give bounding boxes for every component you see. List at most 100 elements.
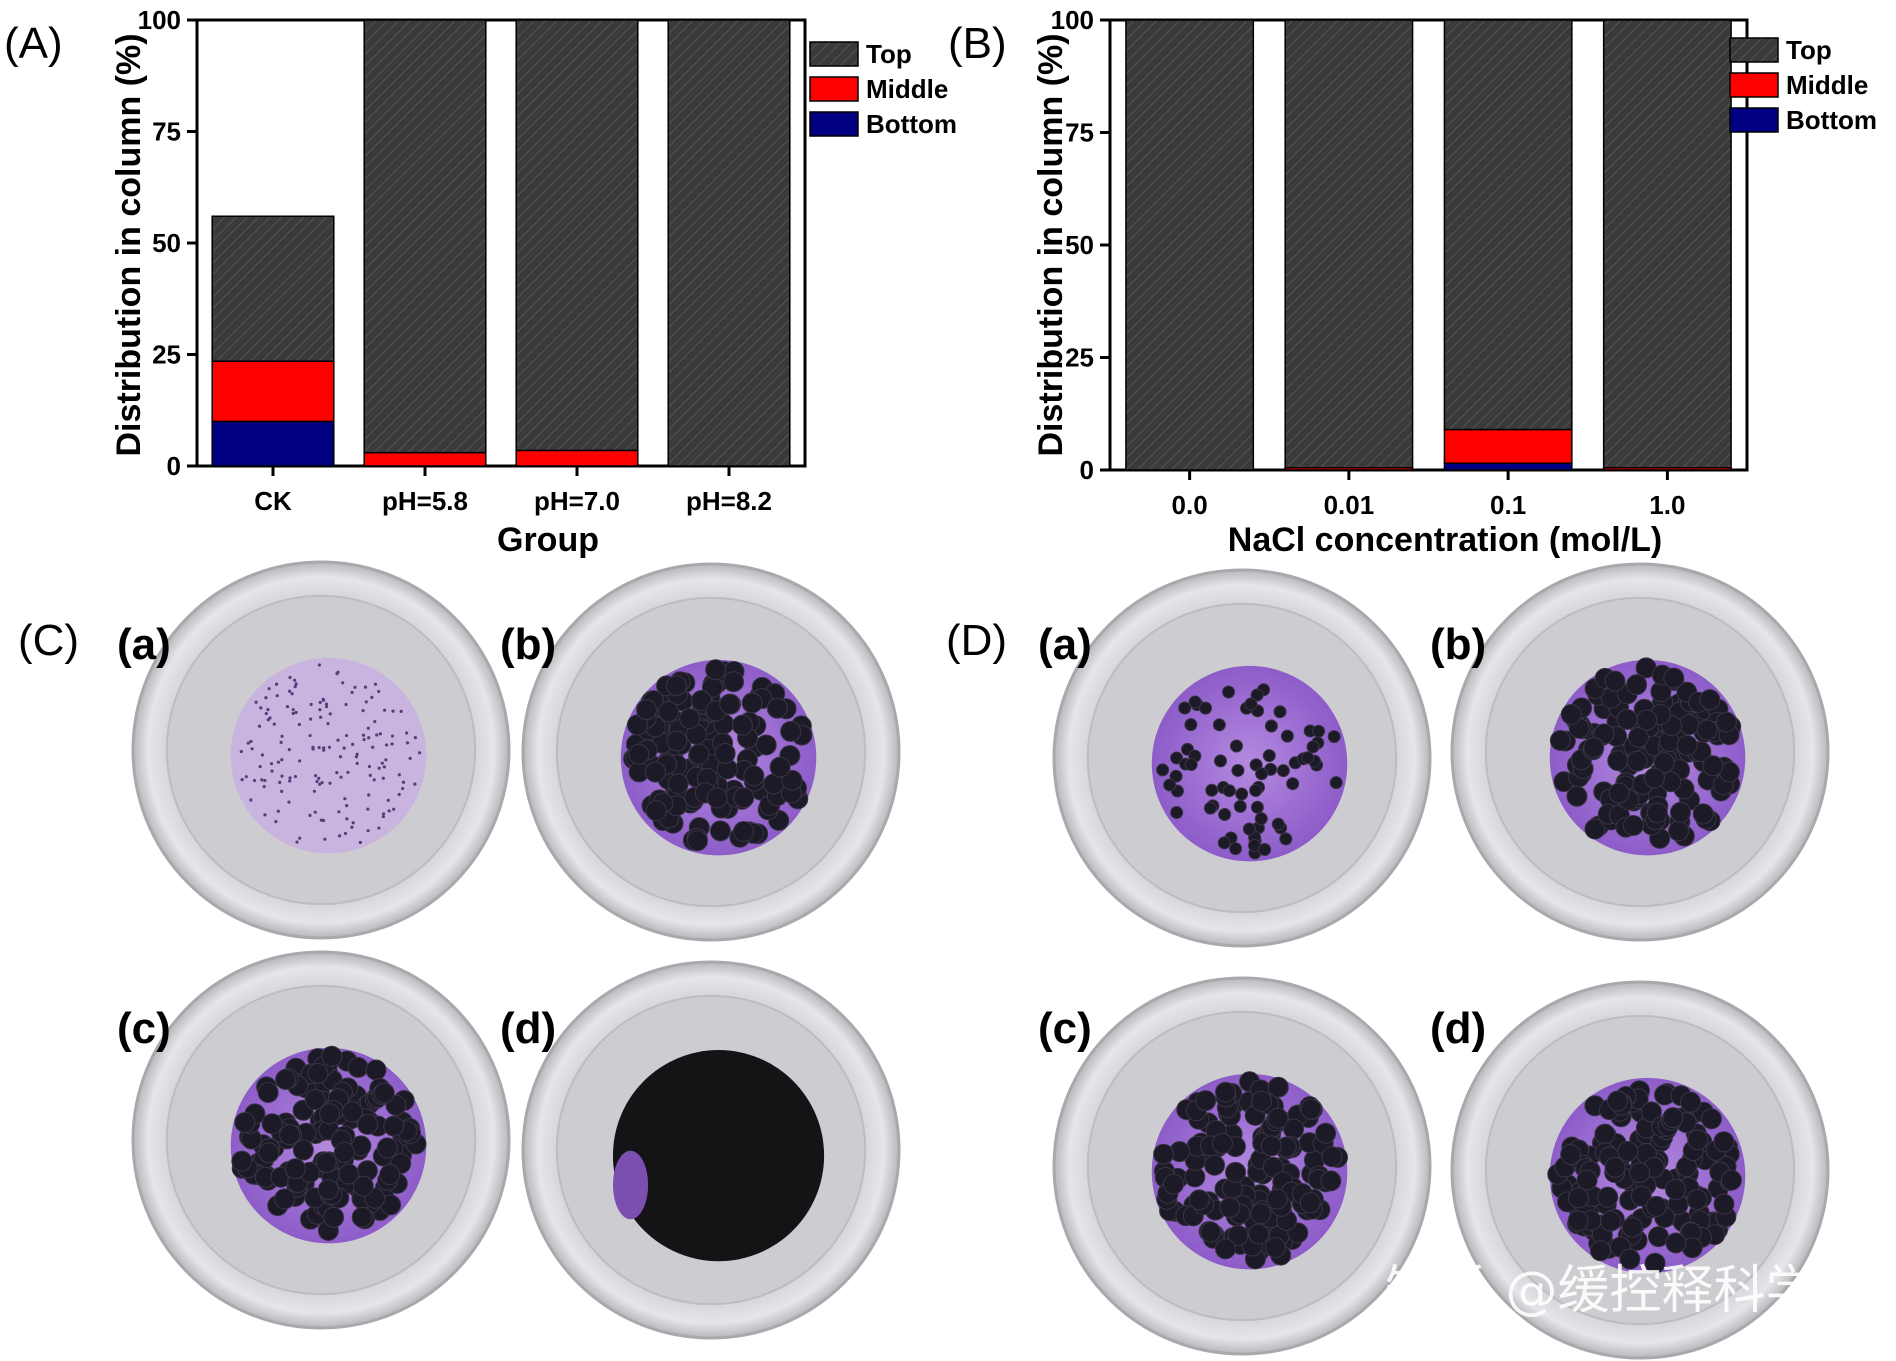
speck	[266, 718, 270, 722]
pellet	[284, 1158, 306, 1180]
pellet	[1687, 1129, 1709, 1151]
pellet	[338, 1163, 360, 1185]
bar-top-0	[1125, 19, 1255, 471]
speck	[293, 684, 297, 689]
pellet	[1229, 842, 1243, 856]
pellet	[709, 820, 731, 842]
pellet	[731, 714, 753, 736]
speck	[244, 775, 248, 779]
pellet	[665, 675, 687, 697]
pellet	[1255, 767, 1269, 781]
pellet	[626, 714, 648, 736]
pellet	[1222, 685, 1236, 699]
pellet	[1617, 1140, 1639, 1162]
panel-label-d: (D)	[946, 616, 1007, 665]
pellet	[1686, 1189, 1708, 1211]
pellet	[1264, 719, 1278, 733]
speck	[386, 798, 390, 802]
pellet	[319, 1103, 341, 1125]
pellet	[261, 1113, 283, 1135]
speck	[274, 820, 278, 824]
speck	[278, 780, 282, 784]
pellet	[679, 707, 701, 729]
pellet	[1204, 1154, 1226, 1176]
speck	[291, 711, 295, 716]
speck	[381, 815, 385, 819]
speck	[322, 748, 326, 752]
panel-label-b: (B)	[948, 19, 1007, 68]
pellet	[365, 1059, 387, 1081]
legend-swatch-bottom	[809, 111, 859, 137]
pellet	[1286, 777, 1300, 791]
speck	[264, 711, 268, 716]
pellet	[1169, 769, 1183, 783]
pellet	[1266, 1188, 1288, 1210]
pellet	[1320, 1170, 1342, 1192]
speck	[337, 810, 341, 814]
cup-photo: (a)	[117, 560, 511, 940]
speck	[287, 800, 291, 804]
pellet	[1213, 754, 1227, 768]
speck	[370, 695, 374, 699]
legend-label-middle: Middle	[1786, 70, 1868, 100]
speck	[280, 789, 284, 793]
pellet	[1222, 784, 1236, 798]
speck	[392, 807, 396, 811]
pellet	[1692, 803, 1714, 825]
speck	[308, 733, 312, 738]
speck	[401, 780, 406, 784]
speck	[387, 809, 391, 813]
speck	[294, 710, 298, 715]
pellet	[1604, 670, 1626, 692]
pellet	[1619, 1248, 1641, 1270]
speck	[358, 840, 362, 845]
x-tick-label: 0.0	[1172, 490, 1208, 520]
speck	[308, 813, 312, 817]
pellet	[1621, 1216, 1643, 1238]
cup-photo: (d)	[500, 960, 901, 1340]
y-axis-title-b: Distribution in column (%)	[1032, 33, 1070, 456]
pellet	[1626, 674, 1648, 696]
cup-photo: (a)	[1038, 568, 1432, 948]
speck	[350, 690, 354, 694]
speck	[351, 821, 355, 825]
pellet	[1321, 1146, 1343, 1168]
cup-photo: (d)	[1430, 980, 1830, 1360]
pellet	[1584, 818, 1606, 840]
speck	[323, 837, 327, 841]
speck	[381, 776, 385, 780]
pellet	[1250, 1203, 1272, 1225]
pellet	[1279, 832, 1293, 846]
pellet	[1676, 734, 1698, 756]
pellet	[1568, 1187, 1590, 1209]
pellet	[1664, 1178, 1686, 1200]
cup-photo: (c)	[117, 950, 511, 1330]
pellet	[1170, 806, 1184, 820]
pellet	[1244, 697, 1258, 711]
speck	[343, 831, 348, 836]
speck	[361, 733, 366, 737]
y-tick-label: 50	[1065, 230, 1094, 260]
speck	[381, 812, 386, 816]
speck	[280, 758, 284, 762]
speck	[318, 782, 322, 786]
pellet	[1665, 1232, 1687, 1254]
speck	[320, 781, 324, 785]
pellet	[1566, 785, 1588, 807]
speck	[384, 758, 388, 762]
pellet	[1608, 782, 1630, 804]
speck	[397, 773, 401, 777]
pellet	[1680, 1091, 1702, 1113]
pellet	[780, 720, 802, 742]
legend-label-top: Top	[1786, 35, 1832, 65]
speck	[384, 743, 389, 747]
pellet	[315, 1152, 337, 1174]
pellet	[1184, 718, 1198, 732]
pellet	[1258, 843, 1272, 857]
speck	[317, 745, 321, 750]
speck	[362, 737, 366, 742]
pellet	[1306, 740, 1320, 754]
pellet	[1636, 709, 1658, 731]
pellet	[1607, 1090, 1629, 1112]
speck	[311, 747, 315, 751]
